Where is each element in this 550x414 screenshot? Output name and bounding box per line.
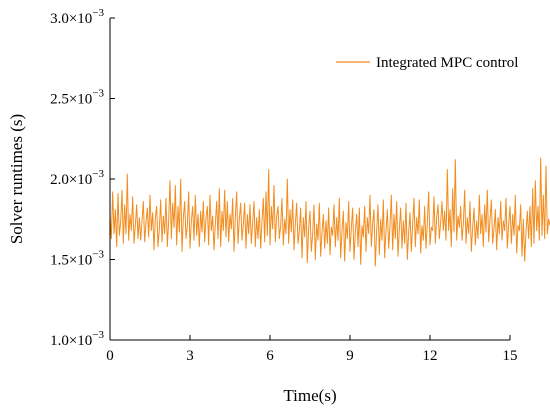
x-tick-label: 6 (266, 348, 274, 364)
x-tick-label: 3 (186, 348, 194, 364)
x-ticks: 0 3 6 9 12 15 (106, 335, 518, 364)
y-tick-label: 1.0×10−3 (50, 329, 104, 349)
x-tick-label: 0 (106, 348, 114, 364)
x-tick-label: 12 (423, 348, 438, 364)
legend: Integrated MPC control (336, 55, 518, 71)
series-line-0 (109, 157, 550, 267)
legend-label: Integrated MPC control (376, 55, 518, 71)
x-tick-label: 15 (503, 348, 518, 364)
plot-area (109, 157, 550, 267)
x-tick-label: 9 (346, 348, 354, 364)
y-ticks: 1.0×10−3 1.5×10−3 2.0×10−3 2.5×10−3 3.0×10−3 (50, 7, 115, 349)
x-axis-title: Time(s) (283, 386, 336, 405)
y-tick-label: 3.0×10−3 (50, 7, 104, 27)
y-tick-label: 1.5×10−3 (50, 249, 104, 269)
y-tick-label: 2.0×10−3 (50, 168, 104, 188)
y-axis-title: Solver runtimes (s) (7, 114, 26, 244)
y-tick-label: 2.5×10−3 (50, 88, 104, 108)
